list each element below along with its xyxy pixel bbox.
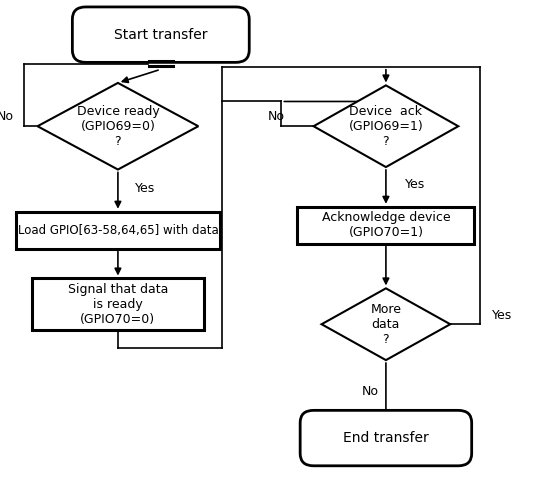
Text: No: No (0, 110, 14, 123)
Bar (297, 207, 474, 244)
Text: End transfer: End transfer (343, 431, 429, 445)
Text: Start transfer: Start transfer (114, 28, 207, 42)
Text: No: No (361, 385, 378, 398)
Polygon shape (38, 83, 198, 169)
Polygon shape (314, 85, 458, 167)
Text: Device  ack
(GPIO69=1)
?: Device ack (GPIO69=1) ? (348, 105, 423, 148)
Polygon shape (322, 288, 450, 360)
Bar (16, 212, 220, 248)
Text: Acknowledge device
(GPIO70=1): Acknowledge device (GPIO70=1) (322, 211, 450, 239)
Text: Load GPIO[63-58,64,65] with data: Load GPIO[63-58,64,65] with data (18, 224, 218, 237)
Text: Yes: Yes (492, 309, 512, 322)
Text: More
data
?: More data ? (370, 303, 401, 346)
Text: No: No (267, 110, 285, 123)
Text: Yes: Yes (135, 182, 155, 195)
Text: Device ready
(GPIO69=0)
?: Device ready (GPIO69=0) ? (77, 105, 159, 148)
Text: Signal that data
is ready
(GPIO70=0): Signal that data is ready (GPIO70=0) (68, 283, 168, 326)
Text: Yes: Yes (405, 178, 426, 191)
FancyBboxPatch shape (300, 410, 472, 466)
FancyBboxPatch shape (72, 7, 249, 62)
Bar (32, 278, 204, 331)
